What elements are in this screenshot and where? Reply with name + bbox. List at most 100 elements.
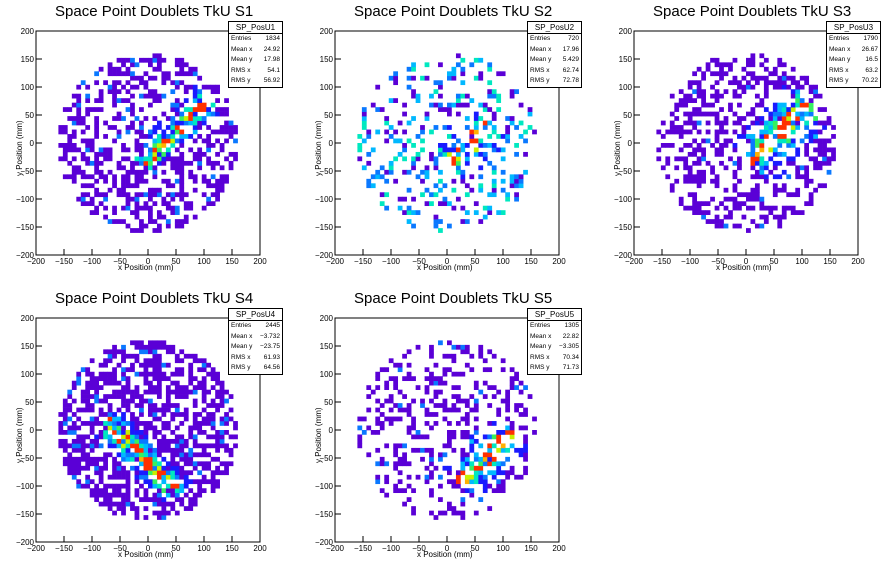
heatmap-cell [795, 120, 801, 126]
heatmap-cell [156, 416, 162, 422]
heatmap-cell [139, 483, 144, 489]
heatmap-cell [192, 492, 198, 498]
heatmap-cell [822, 143, 827, 148]
heatmap-cell [790, 93, 796, 99]
heatmap-cell [170, 474, 176, 480]
heatmap-cell [143, 380, 149, 386]
heatmap-cell [804, 151, 810, 157]
heatmap-cell [777, 151, 783, 157]
x-tick-label: −100 [382, 257, 401, 266]
heatmap-cell [94, 492, 100, 498]
heatmap-cell [804, 178, 810, 184]
heatmap-cell [148, 147, 153, 153]
heatmap-cell [669, 187, 675, 193]
heatmap-cell [473, 138, 479, 144]
heatmap-cell [174, 474, 180, 480]
heatmap-cell [170, 438, 176, 444]
heatmap-cell [397, 407, 403, 413]
heatmap-cell [732, 129, 738, 135]
heatmap-cell [143, 362, 149, 368]
heatmap-cell [188, 107, 194, 112]
heatmap-cell [357, 147, 363, 153]
heatmap-cell [116, 430, 122, 435]
heatmap-cell [415, 385, 421, 390]
heatmap-cell [152, 57, 158, 63]
heatmap-cell [139, 223, 144, 229]
heatmap-cell [215, 380, 220, 386]
stats-value: 17.98 [263, 56, 280, 63]
heatmap-cell [696, 120, 702, 126]
stats-value: 54.1 [267, 66, 280, 74]
heatmap-cell [514, 371, 519, 377]
heatmap-cell [156, 470, 162, 476]
heatmap-cell [429, 461, 434, 467]
heatmap-cell [148, 93, 153, 99]
heatmap-cell [94, 488, 100, 494]
heatmap-cell [85, 465, 91, 471]
heatmap-cell [478, 75, 484, 81]
heatmap-cell [179, 452, 185, 458]
x-tick-label: 50 [172, 544, 181, 553]
heatmap-cell [772, 187, 778, 193]
heatmap-cell [112, 470, 117, 476]
heatmap-cell [192, 461, 198, 467]
heatmap-cell [687, 174, 693, 180]
heatmap-cell [103, 452, 108, 458]
heatmap-cell [94, 156, 100, 162]
heatmap-cell [103, 394, 108, 399]
heatmap-cell [134, 75, 140, 81]
heatmap-cell [487, 62, 493, 68]
heatmap-cell [89, 425, 95, 431]
heatmap-cell [509, 178, 515, 184]
heatmap-cell [192, 434, 198, 440]
heatmap-cell [188, 380, 194, 386]
heatmap-cell [224, 398, 229, 404]
heatmap-cell [85, 143, 91, 148]
heatmap-cell [406, 425, 412, 431]
heatmap-cell [116, 407, 122, 413]
heatmap-cell [165, 138, 171, 144]
heatmap-cell [85, 434, 91, 440]
heatmap-cell [447, 107, 452, 112]
heatmap-cell [714, 151, 720, 157]
heatmap-cell [98, 93, 104, 99]
stats-row: Entries 2445 [229, 321, 282, 332]
heatmap-cell [148, 465, 153, 471]
heatmap-cell [197, 151, 203, 157]
heatmap-cell [482, 107, 488, 112]
stats-row: Mean x 17.96 [528, 45, 581, 56]
heatmap-cell [500, 134, 506, 139]
heatmap-cell [808, 138, 814, 144]
heatmap-cell [224, 465, 229, 471]
heatmap-cell [750, 75, 756, 81]
heatmap-cell [455, 138, 461, 144]
heatmap-cell [460, 205, 466, 211]
heatmap-cell [179, 456, 185, 462]
heatmap-cell [134, 452, 140, 458]
heatmap-cell [179, 174, 185, 180]
heatmap-cell [125, 438, 131, 444]
heatmap-cell [692, 147, 698, 153]
heatmap-cell [76, 196, 82, 202]
heatmap-cell [451, 358, 457, 364]
heatmap-cell [161, 501, 167, 507]
heatmap-cell [741, 89, 747, 95]
heatmap-cell [491, 169, 497, 175]
heatmap-cell [156, 151, 162, 157]
heatmap-cell [174, 156, 180, 162]
heatmap-cell [455, 98, 461, 103]
heatmap-cell [696, 89, 702, 95]
heatmap-cell [98, 470, 104, 476]
heatmap-cell [89, 430, 95, 435]
heatmap-cell [763, 57, 769, 63]
heatmap-cell [514, 385, 519, 390]
heatmap-cell [464, 416, 470, 422]
heatmap-cell [433, 192, 439, 198]
heatmap-cell [701, 93, 706, 99]
heatmap-cell [741, 66, 747, 72]
heatmap-cell [746, 205, 751, 211]
heatmap-cell [433, 412, 439, 417]
x-tick-label: −50 [113, 544, 127, 553]
heatmap-cell [179, 183, 185, 189]
heatmap-cell [375, 416, 381, 422]
